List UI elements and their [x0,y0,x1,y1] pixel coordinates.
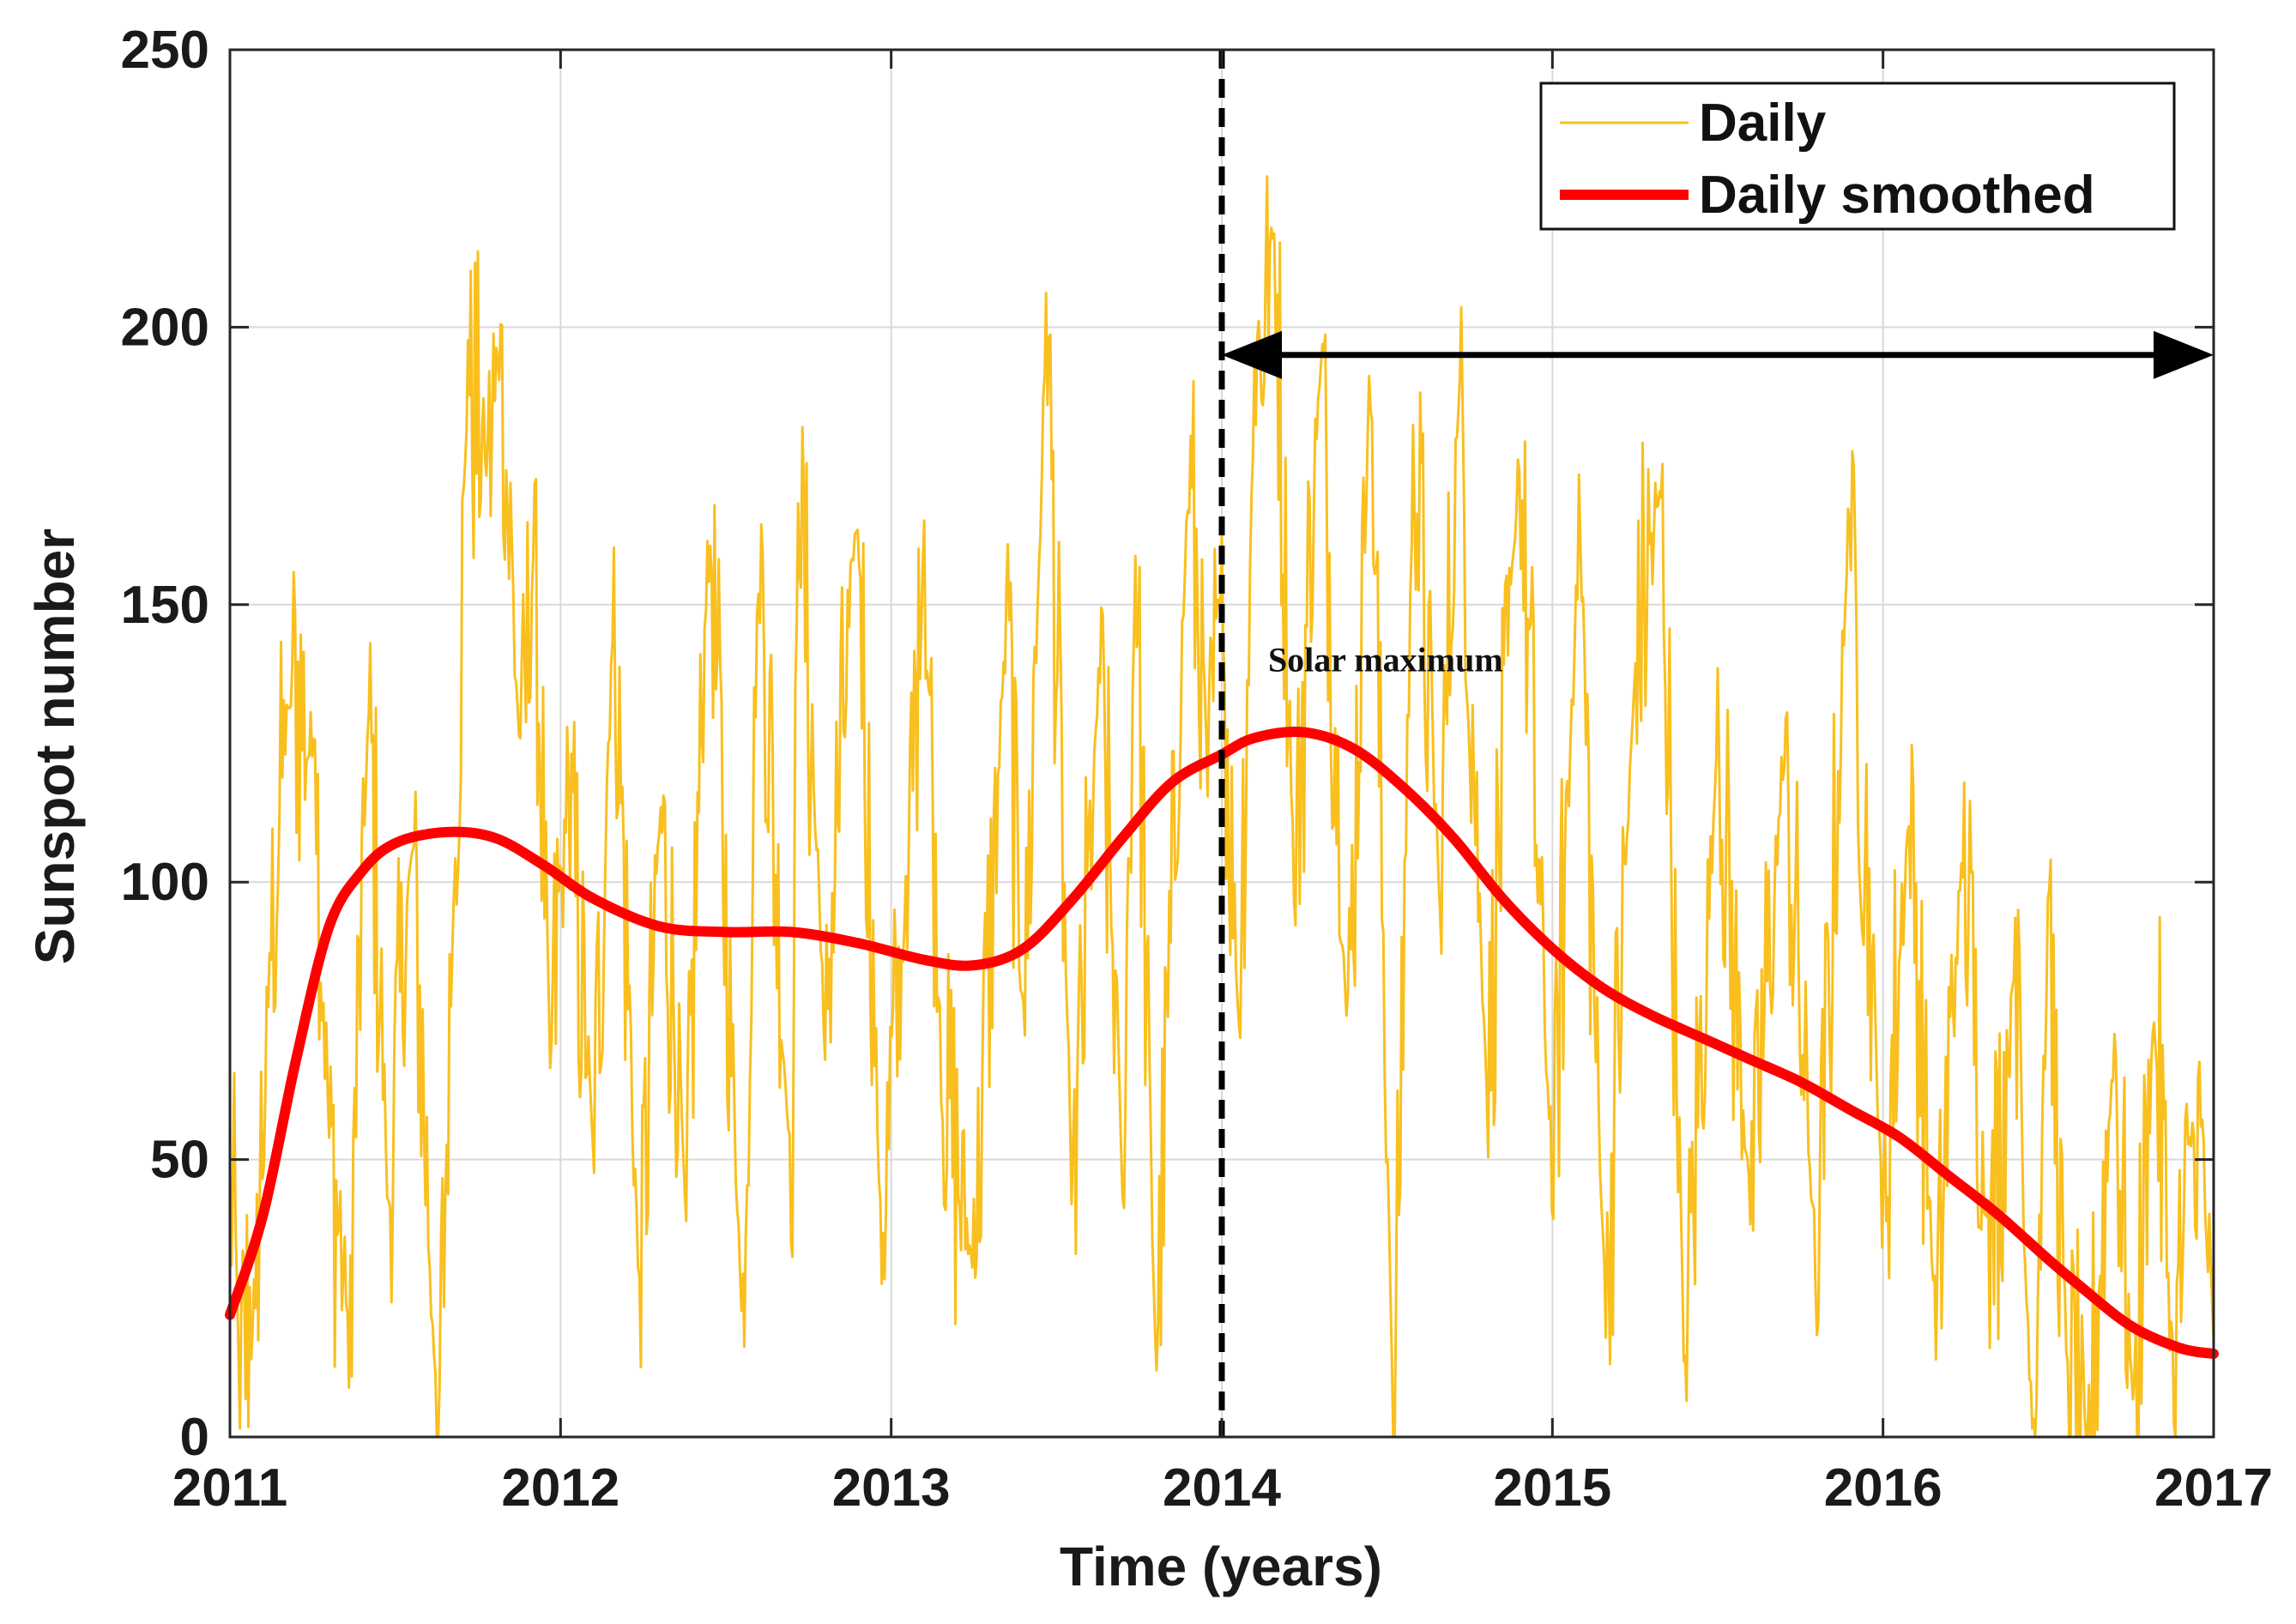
x-tick-label: 2014 [1163,1458,1281,1518]
y-tick-label: 50 [150,1131,209,1190]
x-tick-label: 2013 [832,1458,951,1518]
x-tick-label: 2011 [172,1458,288,1518]
legend-smoothed-label: Daily smoothed [1699,166,2095,225]
smoothed-series-layer [225,727,2219,1359]
x-tick-label: 2015 [1493,1458,1611,1518]
arrow-head-left [1222,330,1282,379]
legend: Daily Daily smoothed [1539,82,2176,231]
x-tick-label: 2012 [501,1458,619,1518]
y-tick-label: 200 [121,298,209,357]
annotation-layer: Solar maximum [1218,50,2214,1437]
x-tick-label: 2016 [1824,1458,1943,1518]
y-tick-label: 150 [121,576,209,635]
legend-daily-label: Daily [1699,94,1827,153]
x-axis-title: Time (years) [1060,1536,1382,1597]
y-tick-label: 100 [121,853,209,912]
solar-maximum-label: Solar maximum [1268,640,1503,679]
tick-layer: 2011 2012 2013 2014 2015 2016 2017 0 50 100 150 200… [121,21,2273,1518]
legend-box [1539,82,2176,231]
y-tick-label: 250 [121,21,209,80]
y-tick-label: 0 [180,1408,209,1467]
y-axis-title: Sunspot number [24,528,86,964]
arrow-head-right [2154,330,2214,379]
smoothed-series-line [225,727,2219,1359]
x-tick-label: 2017 [2154,1458,2273,1518]
